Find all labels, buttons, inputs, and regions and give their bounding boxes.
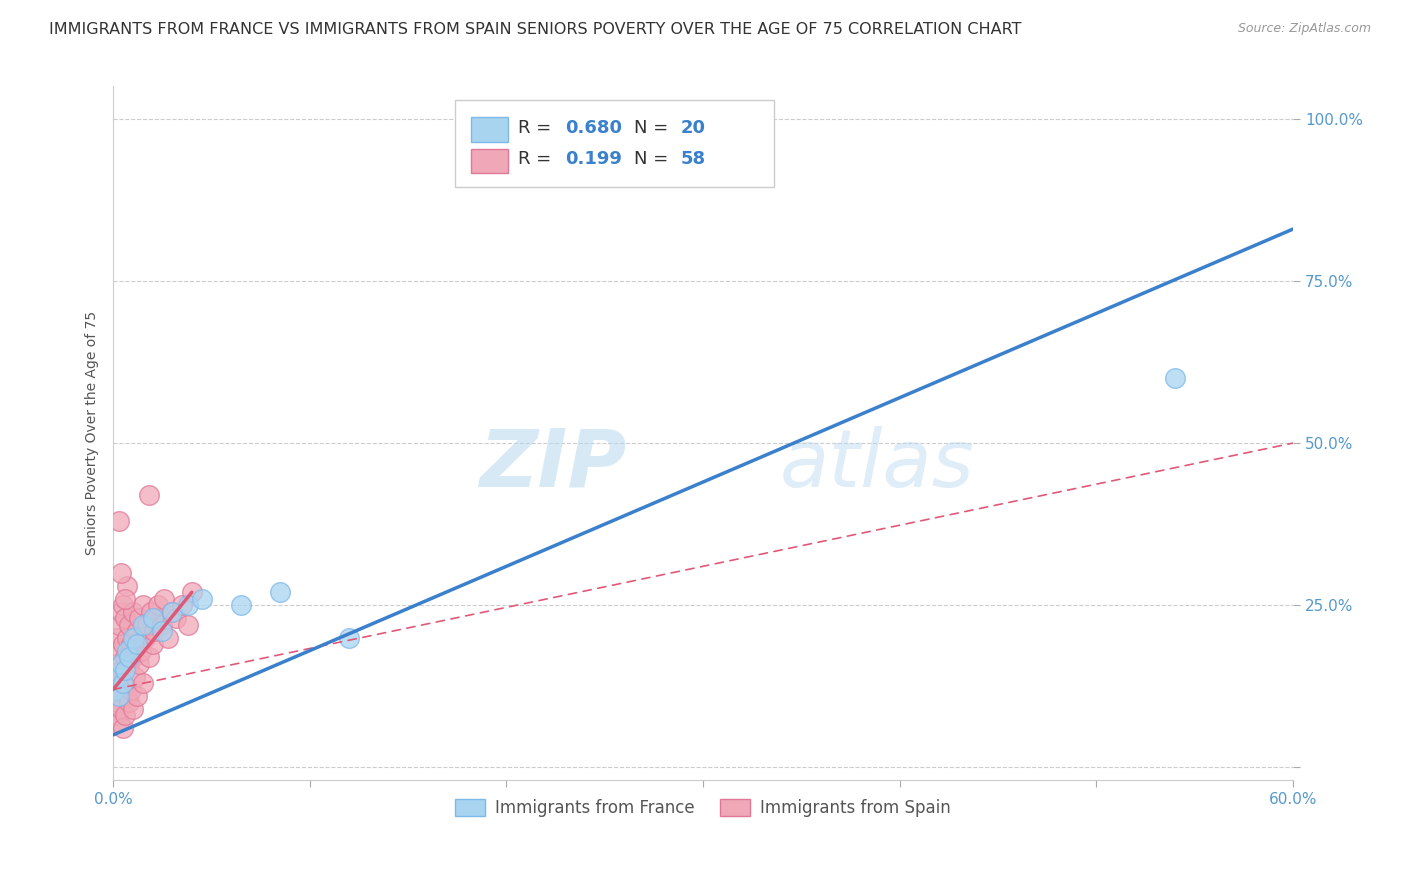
- FancyBboxPatch shape: [456, 100, 773, 187]
- Point: [139, 605, 162, 619]
- Point: [125, 624, 148, 639]
- Point: [337, 631, 360, 645]
- Point: [105, 669, 128, 683]
- Point: [129, 643, 152, 657]
- Point: [115, 643, 138, 657]
- Y-axis label: Seniors Poverty Over the Age of 75: Seniors Poverty Over the Age of 75: [86, 311, 100, 556]
- Point: [1164, 371, 1187, 385]
- Point: [131, 676, 153, 690]
- Point: [125, 689, 148, 703]
- Point: [115, 689, 138, 703]
- Point: [180, 585, 202, 599]
- Point: [108, 689, 131, 703]
- Point: [108, 682, 131, 697]
- Point: [111, 637, 134, 651]
- Point: [105, 696, 128, 710]
- Point: [104, 669, 127, 683]
- Point: [118, 617, 141, 632]
- Point: [143, 624, 166, 639]
- Point: [165, 611, 187, 625]
- Text: R =: R =: [517, 150, 557, 169]
- Text: 20: 20: [681, 119, 706, 137]
- Point: [190, 591, 212, 606]
- Point: [114, 591, 136, 606]
- Point: [121, 605, 143, 619]
- Point: [121, 650, 143, 665]
- Point: [110, 566, 132, 580]
- Point: [131, 598, 153, 612]
- Point: [160, 605, 183, 619]
- Text: atlas: atlas: [780, 425, 974, 504]
- Point: [128, 657, 150, 671]
- Point: [118, 650, 141, 665]
- Point: [145, 611, 167, 625]
- Text: 0.199: 0.199: [565, 150, 621, 169]
- Point: [108, 643, 131, 657]
- Point: [108, 714, 131, 729]
- Point: [118, 696, 141, 710]
- Point: [108, 514, 131, 528]
- Point: [177, 617, 200, 632]
- Point: [110, 663, 132, 677]
- Text: N =: N =: [634, 150, 673, 169]
- Text: 0.680: 0.680: [565, 119, 621, 137]
- Point: [108, 617, 131, 632]
- Text: R =: R =: [517, 119, 557, 137]
- Point: [115, 631, 138, 645]
- Point: [131, 617, 153, 632]
- Point: [111, 676, 134, 690]
- Text: IMMIGRANTS FROM FRANCE VS IMMIGRANTS FROM SPAIN SENIORS POVERTY OVER THE AGE OF : IMMIGRANTS FROM FRANCE VS IMMIGRANTS FRO…: [49, 22, 1022, 37]
- Point: [110, 657, 132, 671]
- Point: [105, 657, 128, 671]
- Point: [134, 631, 156, 645]
- Point: [110, 605, 132, 619]
- Point: [128, 611, 150, 625]
- Point: [229, 598, 252, 612]
- Point: [170, 598, 193, 612]
- Point: [121, 631, 143, 645]
- Point: [120, 682, 142, 697]
- FancyBboxPatch shape: [471, 118, 509, 142]
- Point: [120, 637, 142, 651]
- Point: [114, 650, 136, 665]
- Point: [110, 702, 132, 716]
- Point: [125, 637, 148, 651]
- Point: [114, 663, 136, 677]
- Point: [114, 611, 136, 625]
- Point: [138, 650, 160, 665]
- Point: [141, 637, 163, 651]
- Point: [135, 617, 157, 632]
- Point: [111, 676, 134, 690]
- Text: N =: N =: [634, 119, 673, 137]
- Point: [118, 657, 141, 671]
- Point: [105, 631, 128, 645]
- Point: [114, 708, 136, 723]
- Legend: Immigrants from France, Immigrants from Spain: Immigrants from France, Immigrants from …: [449, 792, 957, 824]
- Point: [115, 579, 138, 593]
- Point: [138, 488, 160, 502]
- Point: [157, 631, 180, 645]
- Point: [104, 682, 127, 697]
- Point: [153, 591, 176, 606]
- Point: [269, 585, 291, 599]
- FancyBboxPatch shape: [471, 149, 509, 173]
- Point: [148, 598, 170, 612]
- Text: Source: ZipAtlas.com: Source: ZipAtlas.com: [1237, 22, 1371, 36]
- Point: [104, 708, 127, 723]
- Point: [150, 624, 173, 639]
- Point: [124, 669, 146, 683]
- Point: [141, 611, 163, 625]
- Point: [160, 605, 183, 619]
- Point: [121, 702, 143, 716]
- Point: [177, 598, 200, 612]
- Point: [150, 617, 173, 632]
- Text: 58: 58: [681, 150, 706, 169]
- Point: [111, 598, 134, 612]
- Point: [111, 722, 134, 736]
- Text: ZIP: ZIP: [479, 425, 627, 504]
